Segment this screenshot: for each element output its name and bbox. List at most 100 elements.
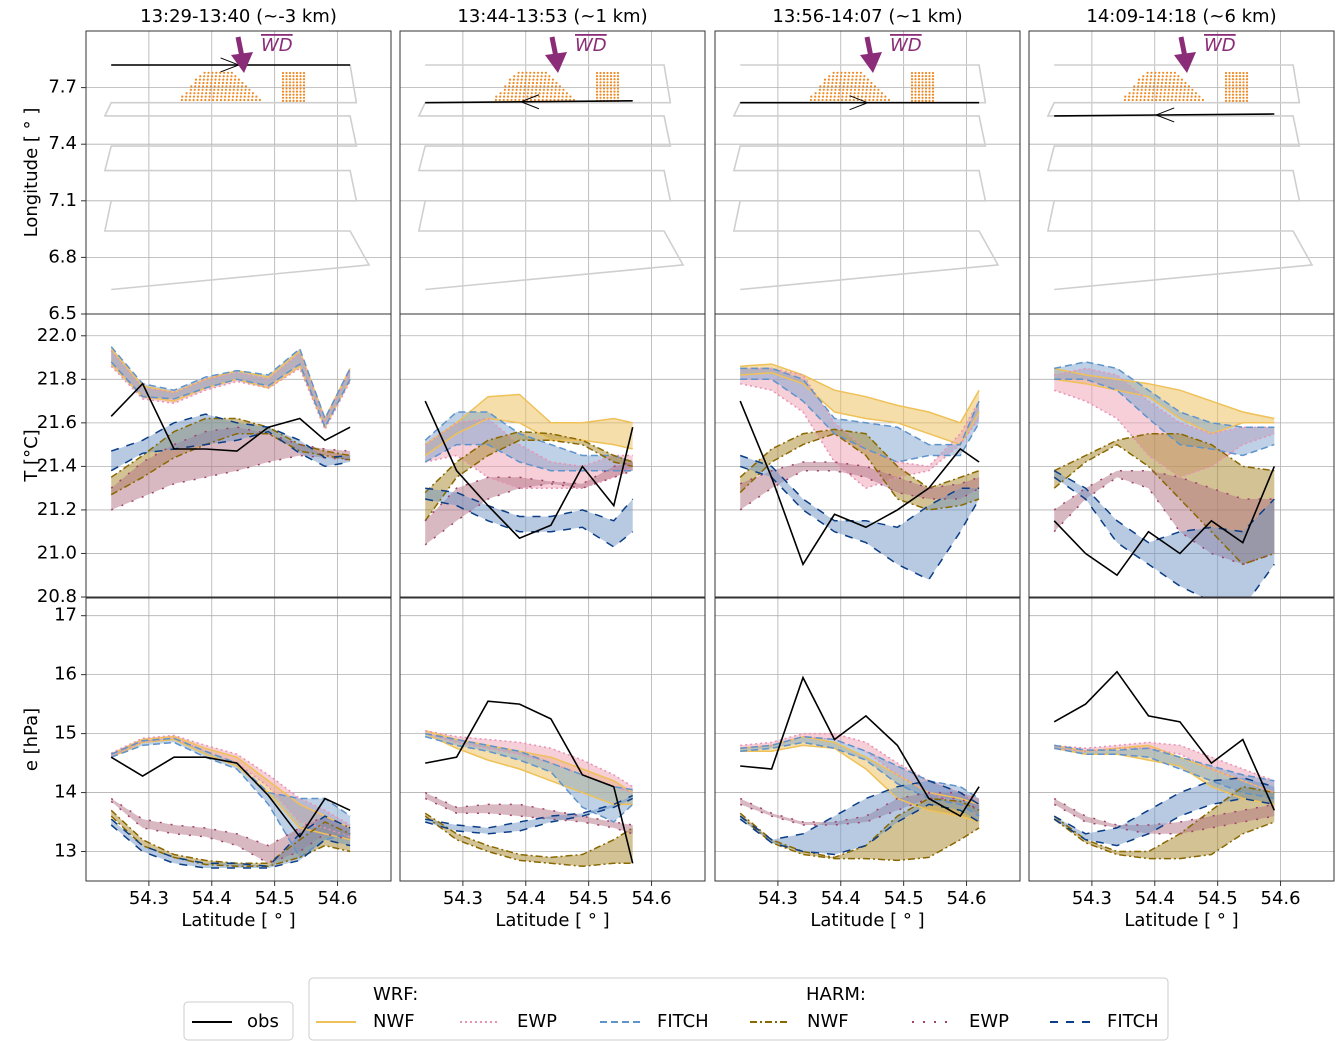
turbine <box>1128 92 1131 95</box>
turbine <box>201 92 204 95</box>
turbine <box>924 75 928 78</box>
direction-chevron <box>519 94 540 110</box>
turbine <box>1141 81 1144 85</box>
turbine <box>924 81 928 84</box>
y-tick-label: 6.8 <box>48 246 77 267</box>
turbine <box>866 78 870 81</box>
turbine <box>606 71 609 75</box>
turbine <box>917 87 921 90</box>
turbine <box>609 87 613 90</box>
turbine <box>1197 98 1201 102</box>
turbine <box>223 98 226 102</box>
turbine <box>1235 84 1238 87</box>
turbine <box>231 98 234 102</box>
y-tick-label: 16 <box>54 664 77 685</box>
turbine <box>515 88 518 91</box>
turbine <box>1228 99 1231 102</box>
turbine <box>1160 81 1164 85</box>
turbine <box>910 87 914 90</box>
turbine <box>212 95 215 98</box>
band-edge <box>425 487 634 522</box>
turbine <box>928 75 931 78</box>
turbine <box>1245 78 1249 81</box>
turbine <box>217 85 220 88</box>
turbine <box>921 87 924 90</box>
turbine <box>1231 87 1235 90</box>
turbine <box>887 98 891 102</box>
turbine <box>208 95 211 98</box>
band-fill <box>740 462 980 510</box>
obs-line <box>110 756 351 839</box>
turbine <box>1242 90 1245 93</box>
turbine <box>609 90 613 93</box>
turbine <box>281 78 285 81</box>
turbine <box>1245 96 1249 99</box>
turbine <box>507 92 510 95</box>
turbine <box>861 92 864 95</box>
turbine <box>1163 92 1166 95</box>
turbine <box>1186 98 1189 102</box>
y-tick-label: 6.5 <box>48 303 77 324</box>
turbine <box>210 78 213 81</box>
turbine <box>814 92 817 95</box>
turbine <box>207 71 210 74</box>
turbine <box>214 75 217 78</box>
turbine <box>931 87 935 90</box>
turbine <box>835 81 838 85</box>
turbine <box>1167 95 1170 98</box>
turbine <box>836 71 839 74</box>
turbine <box>599 84 602 87</box>
turbine <box>595 78 599 81</box>
turbine <box>862 81 865 85</box>
band-fill <box>1054 742 1275 793</box>
turbine <box>1143 98 1146 102</box>
turbine <box>224 92 227 95</box>
turbine <box>844 71 847 74</box>
turbine <box>1162 98 1165 102</box>
turbine <box>1180 81 1183 85</box>
band-fill <box>425 462 633 545</box>
turbine <box>237 78 240 81</box>
turbine <box>924 71 928 75</box>
turbine <box>198 81 201 85</box>
turbine <box>1238 78 1242 81</box>
turbine <box>1183 85 1187 88</box>
turbine <box>516 81 519 85</box>
turbine <box>302 84 306 87</box>
turbine <box>869 92 872 95</box>
turbine <box>616 90 620 93</box>
turbine <box>544 78 547 81</box>
turbine <box>538 92 541 95</box>
obs-line <box>1053 670 1276 811</box>
turbine <box>511 88 514 91</box>
turbine <box>844 98 848 102</box>
y-tick-label: 17 <box>54 605 77 626</box>
turbine <box>1169 75 1172 78</box>
turbine <box>599 81 602 84</box>
turbine <box>1176 78 1180 81</box>
turbine <box>561 95 564 98</box>
turbine <box>1194 95 1197 98</box>
band-edge <box>110 417 351 478</box>
band-edge <box>739 797 980 859</box>
turbine <box>511 92 514 95</box>
turbine <box>855 71 859 74</box>
turbine <box>613 81 616 84</box>
turbine <box>1224 75 1228 78</box>
turbine <box>551 85 554 88</box>
turbine <box>1242 99 1245 102</box>
turbine <box>561 98 564 102</box>
turbine <box>843 75 847 78</box>
turbine <box>193 88 196 91</box>
turbine <box>599 87 602 90</box>
turbine <box>194 81 197 85</box>
turbine <box>288 96 292 99</box>
turbine <box>827 85 830 88</box>
turbine <box>1194 92 1197 95</box>
turbine <box>606 90 609 93</box>
turbine <box>876 98 879 102</box>
turbine <box>542 95 545 98</box>
band-edge <box>424 443 633 472</box>
turbine <box>1224 78 1228 81</box>
